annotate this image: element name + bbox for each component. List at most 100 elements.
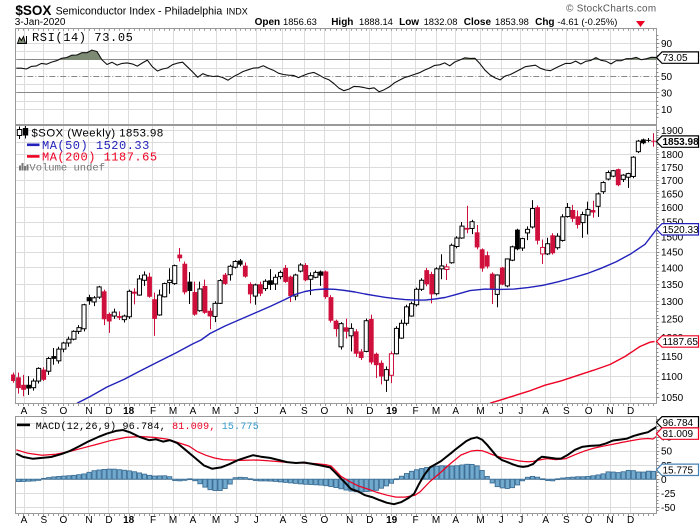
- svg-text:F: F: [412, 406, 418, 417]
- svg-text:© StockCharts.com: © StockCharts.com: [566, 4, 656, 15]
- svg-text:-25: -25: [661, 489, 676, 500]
- svg-text:J: J: [518, 406, 523, 417]
- svg-text:RSI(14) 73.05: RSI(14) 73.05: [32, 31, 133, 45]
- svg-text:O: O: [60, 406, 68, 417]
- svg-text:A: A: [542, 406, 549, 417]
- svg-text:1350: 1350: [661, 280, 684, 291]
- svg-text:J: J: [254, 515, 259, 526]
- svg-text:MACD(12,26,9) 96.784, 81.009,: MACD(12,26,9) 96.784, 81.009, 15.775: [36, 421, 259, 433]
- svg-text:F: F: [150, 406, 156, 417]
- svg-text:0: 0: [661, 475, 667, 486]
- svg-text:3-Jan-2020: 3-Jan-2020: [15, 17, 66, 28]
- svg-text:1600: 1600: [661, 203, 684, 214]
- svg-text:Chg: Chg: [535, 17, 554, 28]
- svg-text:18: 18: [123, 406, 135, 417]
- svg-text:M: M: [432, 406, 440, 417]
- svg-text:90: 90: [661, 39, 673, 50]
- svg-text:1187.65: 1187.65: [663, 337, 699, 348]
- svg-text:N: N: [85, 515, 92, 526]
- svg-text:M: M: [476, 406, 484, 417]
- svg-text:J: J: [254, 406, 259, 417]
- svg-text:O: O: [585, 515, 593, 526]
- svg-text:N: N: [346, 406, 353, 417]
- svg-text:N: N: [606, 406, 613, 417]
- svg-text:F: F: [150, 515, 156, 526]
- svg-text:D: D: [627, 515, 634, 526]
- svg-text:Low: Low: [399, 17, 419, 28]
- svg-text:10: 10: [661, 105, 673, 116]
- svg-text:High: High: [331, 17, 353, 28]
- svg-text:A: A: [190, 515, 197, 526]
- svg-text:96.784: 96.784: [663, 418, 694, 429]
- svg-text:D: D: [105, 406, 112, 417]
- svg-text:1100: 1100: [661, 372, 683, 383]
- svg-text:$SOX (Weekly) 1853.98: $SOX (Weekly) 1853.98: [32, 127, 164, 139]
- svg-text:50: 50: [661, 447, 673, 458]
- svg-text:A: A: [280, 515, 287, 526]
- svg-text:D: D: [627, 406, 634, 417]
- svg-text:O: O: [585, 406, 593, 417]
- svg-text:S: S: [40, 515, 47, 526]
- svg-text:M: M: [212, 515, 220, 526]
- svg-text:A: A: [280, 406, 287, 417]
- svg-text:J: J: [499, 406, 504, 417]
- svg-text:Volume undef: Volume undef: [29, 162, 105, 174]
- svg-text:O: O: [60, 515, 68, 526]
- svg-text:15.775: 15.775: [663, 465, 694, 476]
- svg-text:Open: Open: [255, 17, 281, 28]
- svg-text:1500: 1500: [661, 232, 684, 243]
- svg-text:1150: 1150: [661, 352, 683, 363]
- svg-text:S: S: [301, 406, 308, 417]
- svg-text:J: J: [234, 515, 239, 526]
- svg-text:50: 50: [661, 72, 673, 83]
- svg-text:INDX: INDX: [226, 7, 248, 17]
- svg-text:Close: Close: [464, 17, 492, 28]
- svg-text:1650: 1650: [661, 189, 684, 200]
- svg-text:A: A: [190, 406, 197, 417]
- svg-text:1900: 1900: [661, 126, 684, 137]
- svg-text:1250: 1250: [661, 314, 684, 325]
- svg-text:MA(50) 1520.33: MA(50) 1520.33: [42, 139, 150, 153]
- svg-text:MA(200) 1187.65: MA(200) 1187.65: [42, 150, 158, 164]
- svg-text:M: M: [432, 515, 440, 526]
- svg-text:1300: 1300: [661, 297, 684, 308]
- svg-text:1853.98: 1853.98: [495, 16, 529, 27]
- svg-text:30: 30: [661, 88, 673, 99]
- svg-text:A: A: [21, 406, 28, 417]
- svg-text:S: S: [301, 515, 308, 526]
- svg-text:1832.08: 1832.08: [424, 16, 458, 27]
- svg-text:19: 19: [386, 515, 398, 526]
- svg-text:M: M: [212, 406, 220, 417]
- svg-text:M: M: [169, 406, 177, 417]
- svg-text:N: N: [85, 406, 92, 417]
- svg-text:N: N: [346, 515, 353, 526]
- svg-text:A: A: [21, 515, 28, 526]
- svg-text:81.009: 81.009: [663, 429, 694, 440]
- svg-text:$SOX: $SOX: [15, 3, 51, 18]
- svg-text:1050: 1050: [661, 393, 684, 404]
- svg-text:1400: 1400: [661, 263, 684, 274]
- svg-text:A: A: [452, 515, 459, 526]
- svg-text:A: A: [542, 515, 549, 526]
- svg-text:O: O: [321, 515, 329, 526]
- svg-text:D: D: [366, 515, 373, 526]
- svg-text:19: 19: [386, 406, 398, 417]
- svg-text:-4.61 (-0.25%): -4.61 (-0.25%): [557, 16, 617, 27]
- svg-text:D: D: [366, 406, 373, 417]
- svg-text:-50: -50: [661, 503, 676, 514]
- svg-text:J: J: [499, 515, 504, 526]
- svg-text:Semiconductor Index - Philadel: Semiconductor Index - Philadelphia: [56, 6, 223, 18]
- svg-text:F: F: [412, 515, 418, 526]
- svg-text:1750: 1750: [661, 163, 684, 174]
- svg-text:A: A: [452, 406, 459, 417]
- svg-text:73.05: 73.05: [663, 53, 688, 64]
- svg-text:1856.63: 1856.63: [283, 16, 317, 27]
- svg-text:D: D: [105, 515, 112, 526]
- svg-text:N: N: [606, 515, 613, 526]
- svg-text:J: J: [518, 515, 523, 526]
- svg-text:M: M: [169, 515, 177, 526]
- svg-text:1520.33: 1520.33: [663, 225, 700, 236]
- svg-text:O: O: [321, 406, 329, 417]
- svg-text:J: J: [234, 406, 239, 417]
- svg-text:M: M: [476, 515, 484, 526]
